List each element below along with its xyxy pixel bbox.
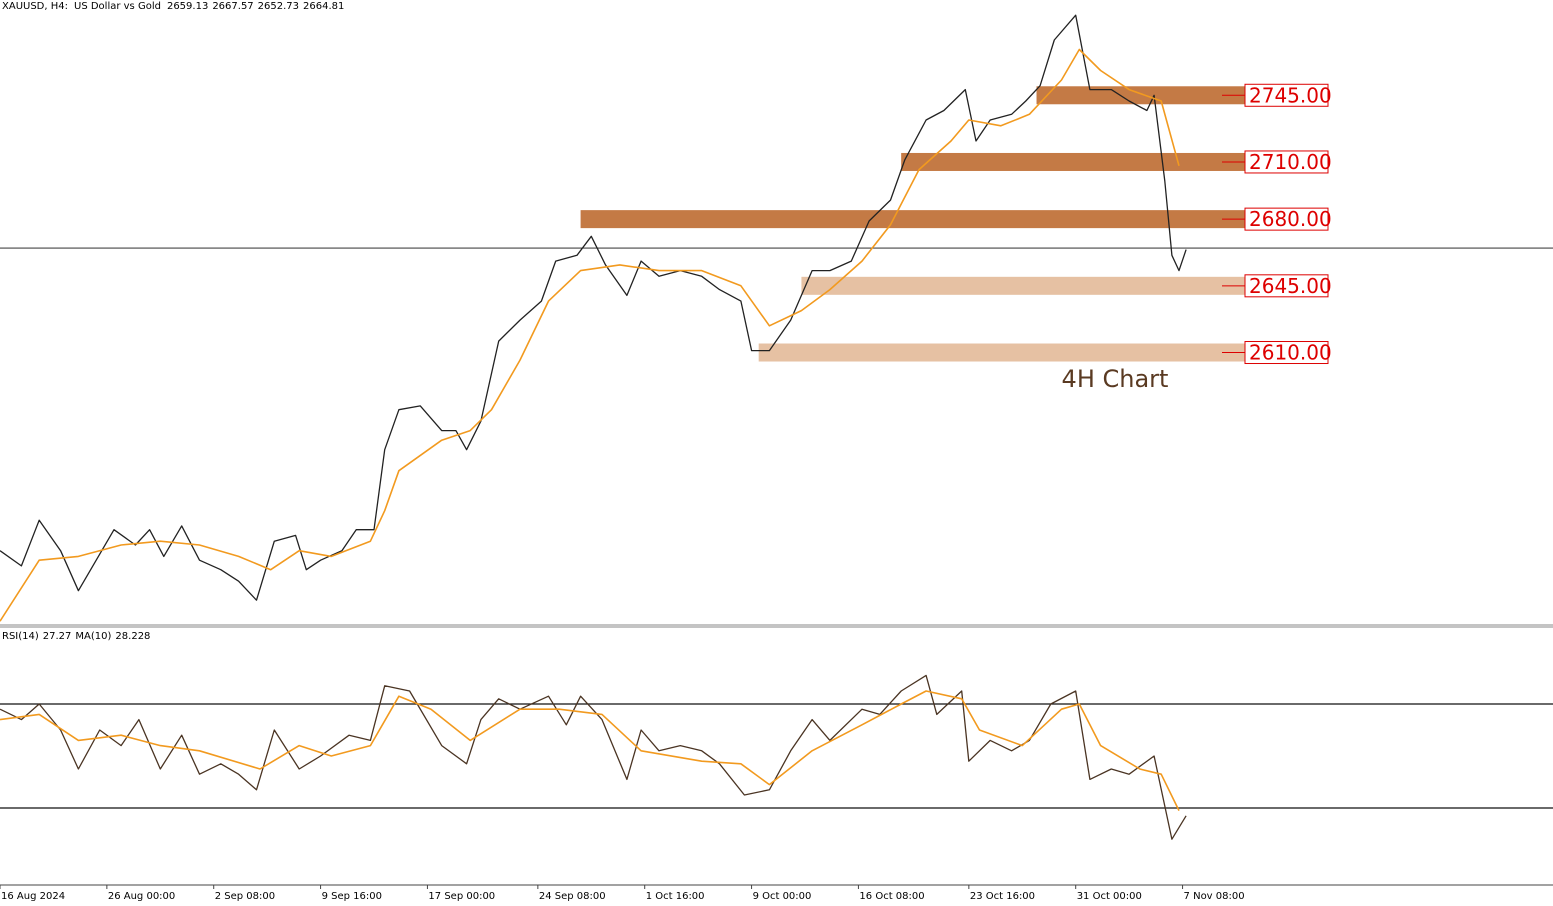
zone — [1036, 86, 1245, 105]
rsi-title: RSI(14) — [2, 631, 39, 642]
rsi-value: 27.27 — [43, 631, 72, 642]
x-tick-label: 17 Sep 00:00 — [428, 891, 495, 902]
ma-value: 28.228 — [115, 631, 150, 642]
zone — [580, 210, 1245, 229]
x-tick-label: 9 Sep 16:00 — [322, 891, 382, 902]
level-label-box — [1244, 341, 1329, 365]
x-tick-label: 24 Sep 08:00 — [539, 891, 606, 902]
x-tick-label: 9 Oct 00:00 — [753, 891, 812, 902]
x-tick-label: 16 Oct 08:00 — [859, 891, 924, 902]
rsi-header: RSI(14) 27.27 MA(10) 28.228 — [2, 631, 150, 642]
series-line — [0, 14, 1187, 601]
zone — [901, 152, 1245, 171]
close: 2664.81 — [303, 1, 344, 12]
symbol: XAUUSD, H4: — [2, 1, 68, 12]
level-label-box — [1244, 207, 1329, 231]
zone — [758, 343, 1245, 362]
low: 2652.73 — [258, 1, 299, 12]
x-tick-label: 2 Sep 08:00 — [215, 891, 275, 902]
level-label-box — [1244, 150, 1329, 174]
chart-header: XAUUSD, H4: US Dollar vs Gold 2659.13 2667.… — [2, 1, 344, 12]
x-tick-label: 23 Oct 16:00 — [970, 891, 1035, 902]
zone — [801, 276, 1245, 295]
level-label: 2710.00 — [1249, 150, 1332, 174]
level-label-box — [1244, 274, 1329, 298]
description: US Dollar vs Gold — [74, 1, 161, 12]
series-line — [0, 690, 1180, 811]
x-tick-label: 1 Oct 16:00 — [646, 891, 705, 902]
x-tick-label: 16 Aug 2024 — [1, 891, 65, 902]
x-tick-label: 7 Nov 08:00 — [1184, 891, 1245, 902]
x-tick-label: 31 Oct 00:00 — [1077, 891, 1142, 902]
level-label: 2610.00 — [1249, 341, 1332, 365]
ma-title: MA(10) — [75, 631, 111, 642]
level-label: 2680.00 — [1249, 207, 1332, 231]
annotation: 4H Chart — [1062, 365, 1169, 393]
series-line — [0, 48, 1180, 622]
open: 2659.13 — [167, 1, 208, 12]
x-tick-label: 26 Aug 00:00 — [108, 891, 175, 902]
level-label-box — [1244, 83, 1329, 107]
level-label: 2745.00 — [1249, 83, 1332, 107]
level-label: 2645.00 — [1249, 274, 1332, 298]
series-line — [0, 674, 1187, 840]
high: 2667.57 — [212, 1, 253, 12]
